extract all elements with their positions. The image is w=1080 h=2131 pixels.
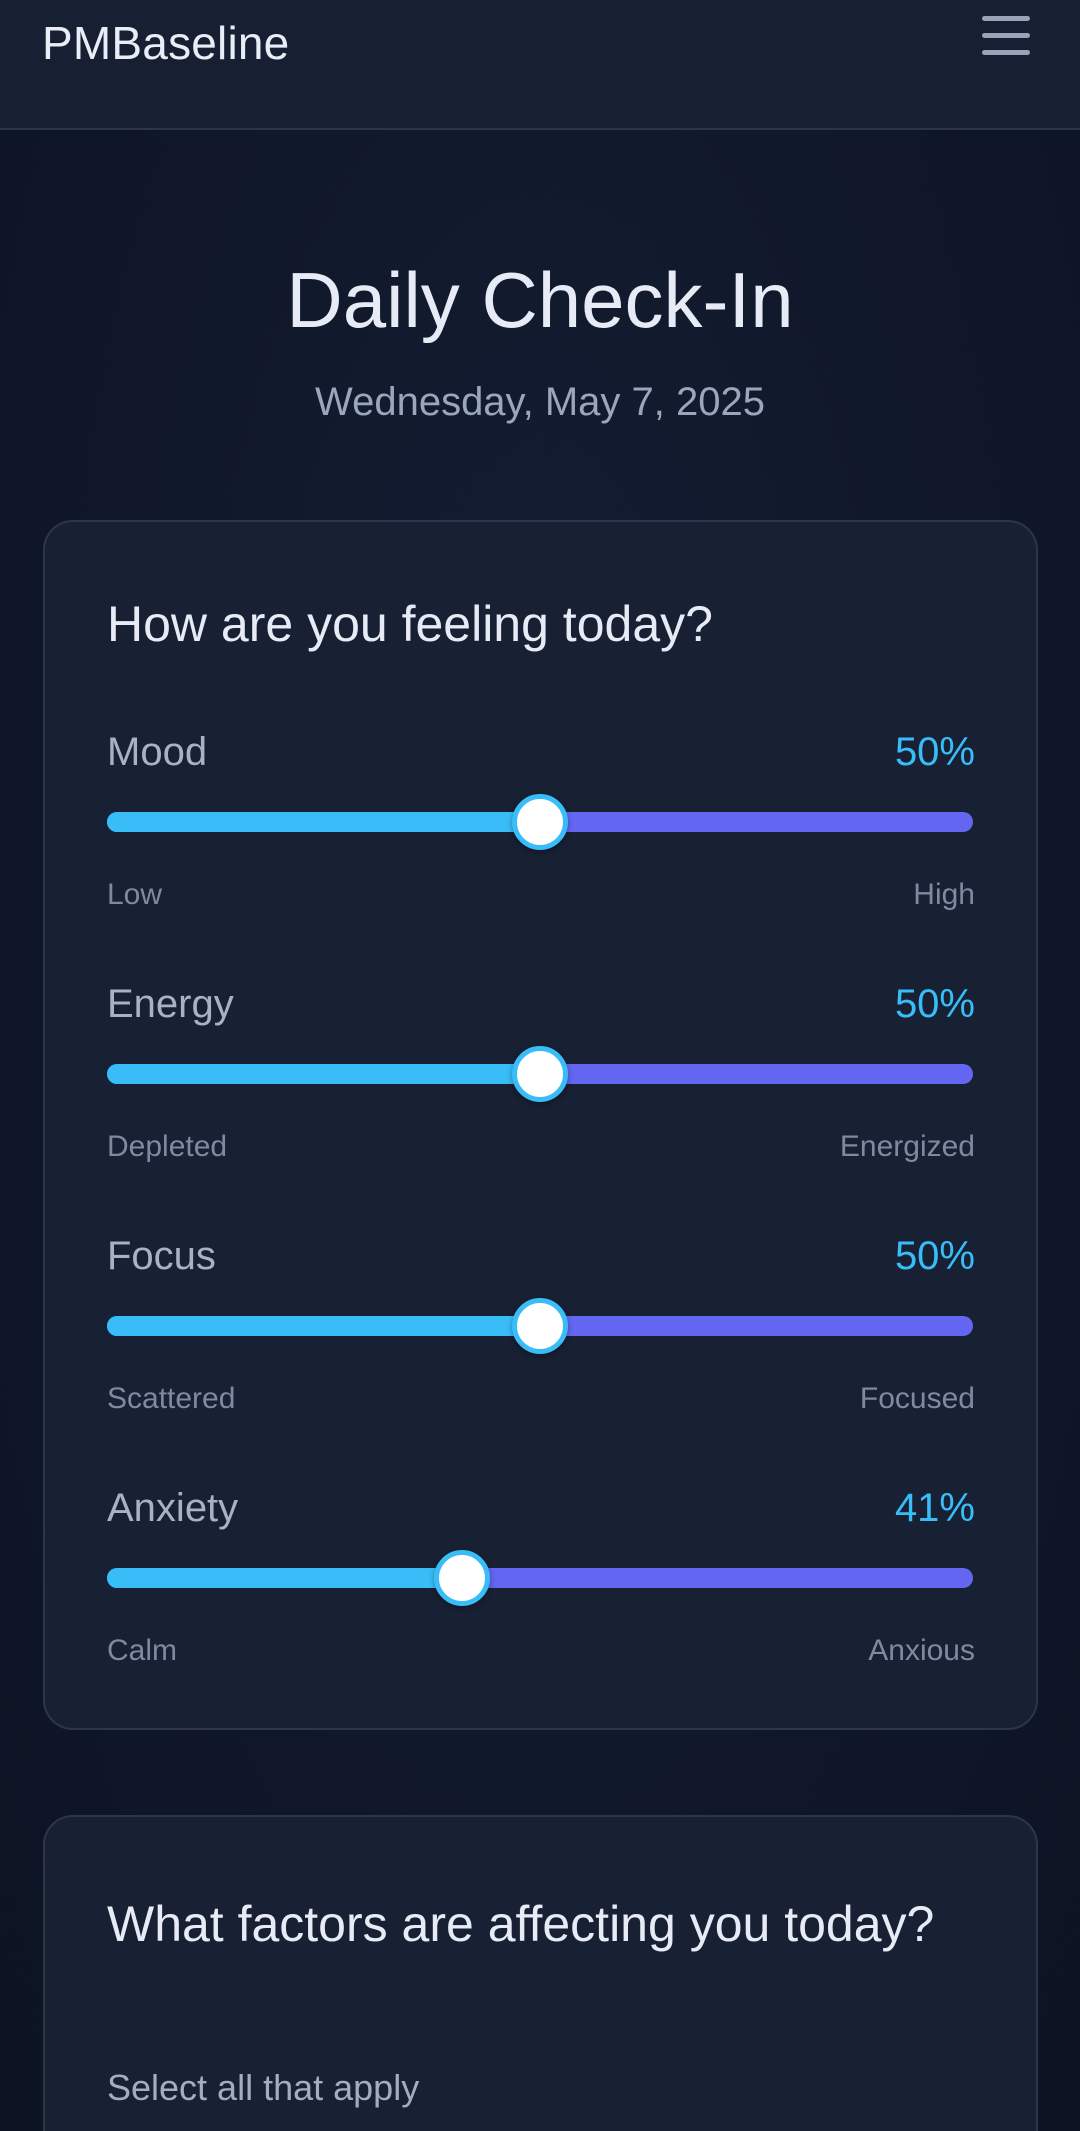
slider-thumb[interactable] (512, 794, 568, 850)
slider-mood: Mood 50% Low High (107, 730, 975, 920)
slider-max-label: Energized (839, 1130, 975, 1163)
slider-anxiety: Anxiety 41% Calm Anxious (107, 1486, 975, 1676)
slider-value: 50% (894, 982, 975, 1026)
slider-label: Mood (107, 730, 208, 774)
slider-label: Focus (107, 1234, 216, 1278)
slider-thumb[interactable] (512, 1298, 568, 1354)
slider-label: Energy (107, 982, 234, 1026)
slider-thumb[interactable] (434, 1550, 491, 1606)
factors-card: What factors are affecting you today? Se… (43, 1815, 1038, 2131)
slider-fill (107, 1568, 463, 1588)
slider-thumb[interactable] (512, 1046, 568, 1102)
slider-value: 50% (894, 730, 975, 774)
menu-line (982, 50, 1030, 55)
menu-line (982, 16, 1030, 21)
slider-fill (107, 1316, 540, 1336)
feelings-heading: How are you feeling today? (107, 596, 713, 652)
slider-track[interactable] (107, 1046, 973, 1102)
slider-value: 50% (894, 1234, 975, 1278)
feelings-card: How are you feeling today? Mood 50% Low … (43, 520, 1038, 1730)
slider-max-label: Anxious (868, 1634, 975, 1667)
slider-energy: Energy 50% Depleted Energized (107, 982, 975, 1172)
app-brand[interactable]: PMBaseline (42, 17, 290, 69)
slider-min-label: Calm (107, 1634, 178, 1667)
menu-line (982, 33, 1030, 38)
slider-max-label: High (913, 878, 975, 911)
slider-track[interactable] (107, 1550, 973, 1606)
slider-value: 41% (894, 1486, 975, 1530)
page-title: Daily Check-In (286, 256, 794, 344)
hamburger-menu-icon[interactable] (980, 14, 1032, 58)
page-date: Wednesday, May 7, 2025 (315, 380, 765, 424)
slider-fill (107, 812, 540, 832)
slider-track[interactable] (107, 1298, 973, 1354)
slider-min-label: Low (107, 878, 163, 911)
factors-subtext: Select all that apply (107, 2067, 420, 2108)
slider-label: Anxiety (107, 1486, 239, 1530)
slider-fill (107, 1064, 540, 1084)
factors-heading: What factors are affecting you today? (107, 1896, 935, 1952)
slider-min-label: Scattered (107, 1382, 236, 1415)
slider-track[interactable] (107, 794, 973, 850)
top-navigation-bar: PMBaseline (0, 0, 1080, 130)
slider-min-label: Depleted (107, 1130, 228, 1163)
slider-max-label: Focused (859, 1382, 975, 1415)
slider-focus: Focus 50% Scattered Focused (107, 1234, 975, 1424)
